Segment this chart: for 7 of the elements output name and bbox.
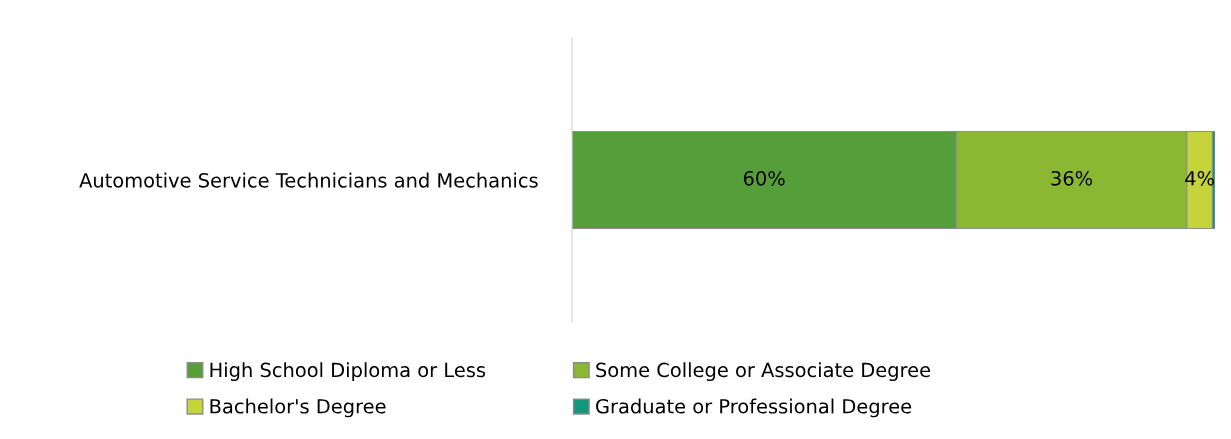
- legend-label: Some College or Associate Degree: [596, 362, 931, 382]
- data-label: 60%: [743, 170, 785, 186]
- legend-label: High School Diploma or Less: [210, 362, 486, 382]
- y-tick-label: Automotive Service Technicians and Mechanics: [79, 172, 538, 188]
- data-label: 36%: [1051, 170, 1093, 186]
- legend-label: Graduate or Professional Degree: [596, 398, 912, 418]
- legend-label: Bachelor's Degree: [210, 398, 386, 418]
